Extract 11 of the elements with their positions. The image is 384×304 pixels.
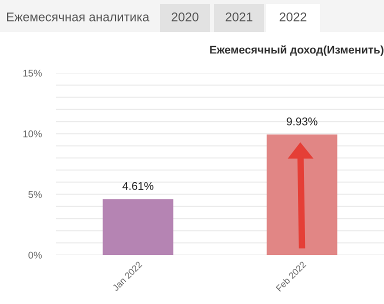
y-tick-label: 10% <box>23 130 42 138</box>
y-tick-label: 0% <box>28 252 42 259</box>
data-label: 9.93% <box>286 118 318 126</box>
text: 2022 <box>280 12 306 22</box>
text: 2020 <box>172 12 198 22</box>
text: Ежемесячная аналитика <box>7 12 150 22</box>
y-tick-label: 5% <box>28 191 42 198</box>
data-label: 4.61% <box>122 182 154 190</box>
chart-title: Ежемесячный доход(Изменить) <box>210 45 384 56</box>
text: 2021 <box>226 12 252 22</box>
y-tick-label: 15% <box>23 70 42 77</box>
